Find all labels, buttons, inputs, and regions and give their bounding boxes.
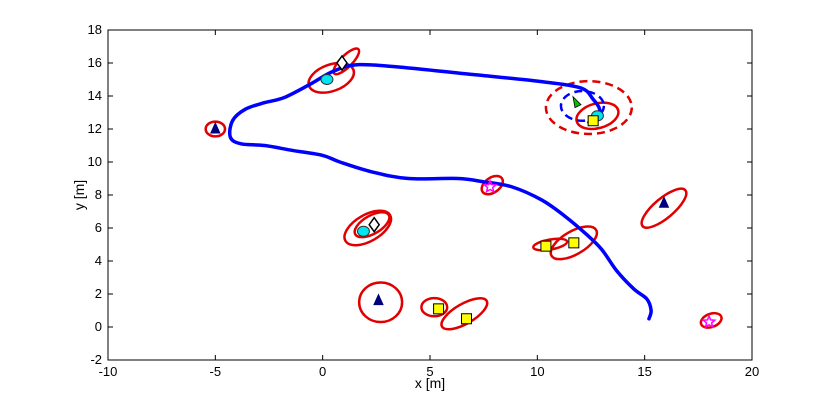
trajectory-line [227,62,653,321]
landmark-star [482,178,498,194]
trajectory [227,62,653,321]
robot-heading-marker [572,95,582,109]
landmark-square [540,240,552,252]
axis-ticks: -10 -5 0 5 10 15 20 -2 0 2 4 6 8 10 12 14 16 18 [88,22,760,379]
uncertainty-ellipse [544,79,634,136]
landmark-triangle [373,293,384,306]
y-tick-label: 18 [88,22,102,37]
uncertainty-ellipse [204,120,227,138]
x-axis-label: x [m] [415,375,445,391]
landmark-diamond [336,54,348,72]
y-tick-label: 16 [88,55,102,70]
uncertainty-ellipse [357,281,404,324]
uncertainty-ellipses [204,47,723,331]
landmark-triangle [210,121,221,134]
landmark-square [587,115,599,127]
y-tick-label: 0 [95,319,102,334]
x-tick-label: 5 [426,364,433,379]
x-tick-label: -5 [210,364,222,379]
uncertainty-ellipse [699,311,723,329]
uncertainty-ellipse [640,187,688,229]
x-tick-label: 15 [637,364,651,379]
uncertainty-ellipse [559,89,606,123]
landmark-diamond [368,216,381,233]
x-tick-label: 20 [745,364,759,379]
landmark-square [568,237,580,249]
plot-area [107,29,753,361]
y-tick-label: 6 [95,220,102,235]
landmark-circle [356,225,370,237]
y-tick-label: 4 [95,253,102,268]
uncertainty-ellipse [420,296,449,318]
y-tick-label: 12 [88,121,102,136]
landmark-star [701,314,717,329]
uncertainty-ellipse [549,225,599,261]
landmarks [210,54,717,329]
y-tick-label: 14 [88,88,102,103]
x-tick-label: -10 [99,364,118,379]
landmark-square [433,303,445,315]
landmark-triangle [658,196,670,208]
uncertainty-ellipse [353,210,391,239]
landmark-circle [320,74,334,85]
uncertainty-ellipse [480,174,505,196]
x-tick-label: 0 [319,364,326,379]
y-tick-label: 10 [88,154,102,169]
x-tick-label: 10 [530,364,544,379]
y-tick-label: 2 [95,286,102,301]
y-axis-label: y [m] [71,180,87,210]
y-tick-label: -2 [90,352,102,367]
y-tick-label: 8 [95,187,102,202]
uncertainty-ellipse [575,101,620,131]
landmark-square [460,313,472,325]
